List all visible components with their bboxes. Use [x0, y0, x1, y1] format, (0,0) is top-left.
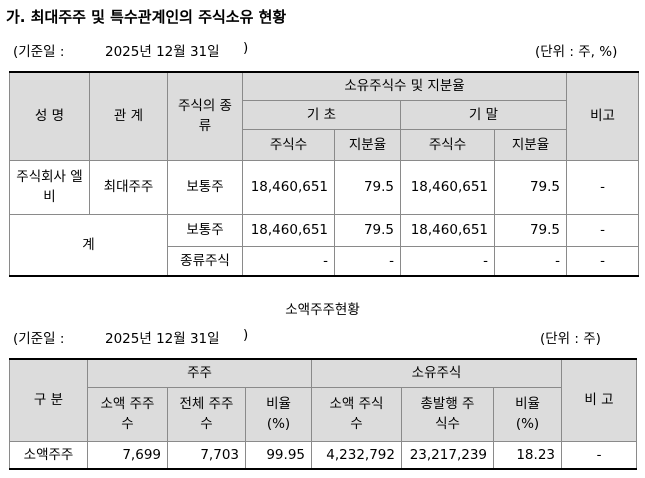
cell-note: - — [566, 159, 639, 215]
major-shareholder-table: 성 명 관 계 주식의 종류 소유주식수 및 지분율 비고 기 초 기 말 주식… — [9, 71, 639, 277]
cell-total-issued: 23,217,239 — [401, 440, 494, 470]
cell-total-label: 계 — [9, 213, 168, 277]
base-date-value: 2025년 12월 31일 — [105, 44, 220, 60]
header-minor-holders: 소액 주주수 — [87, 386, 168, 442]
cell-type: 보통주 — [167, 213, 243, 247]
cell-note: - — [561, 440, 637, 470]
cell-type: 종류주식 — [167, 245, 243, 277]
cell-note: - — [566, 213, 639, 247]
cell-start-ratio: - — [334, 245, 401, 277]
cell-shares-ratio: 18.23 — [493, 440, 562, 470]
header-minor-shares: 소액 주식수 — [311, 386, 402, 442]
header-holders: 주주 — [87, 358, 312, 388]
header-holders-ratio: 비율 (%) — [245, 386, 312, 442]
header-ownership: 소유주식수 및 지분율 — [242, 71, 567, 101]
header-name: 성 명 — [9, 71, 90, 161]
header-category: 구 분 — [9, 358, 88, 442]
cell-start-ratio: 79.5 — [334, 213, 401, 247]
cell-end-shares: - — [400, 245, 495, 277]
minor-shareholder-title: 소액주주현황 — [285, 302, 360, 318]
unit-label: (단위 : 주, %) — [535, 44, 618, 60]
section-title: 가. 최대주주 및 특수관계인의 주식소유 현황 — [6, 8, 287, 26]
table-row: 소액주주 7,699 7,703 99.95 4,232,792 23,217,… — [9, 440, 637, 470]
cell-start-ratio: 79.5 — [334, 159, 401, 215]
cell-note: - — [566, 245, 639, 277]
header-shares-ratio: 비율 (%) — [493, 386, 562, 442]
cell-end-ratio: 79.5 — [494, 213, 567, 247]
cell-category: 소액주주 — [9, 440, 88, 470]
header-relation: 관 계 — [89, 71, 168, 161]
cell-end-ratio: - — [494, 245, 567, 277]
header-note: 비 고 — [561, 358, 637, 442]
cell-minor-shares: 4,232,792 — [311, 440, 402, 470]
cell-relation: 최대주주 — [89, 159, 168, 215]
cell-name: 주식회사 엘비 — [9, 159, 90, 215]
base-date-value-2: 2025년 12월 31일 — [105, 331, 220, 347]
header-start: 기 초 — [242, 99, 401, 130]
table-row: 주식회사 엘비 최대주주 보통주 18,460,651 79.5 18,460,… — [9, 159, 639, 215]
header-end: 기 말 — [400, 99, 567, 130]
cell-end-shares: 18,460,651 — [400, 159, 495, 215]
cell-minor-holders: 7,699 — [87, 440, 168, 470]
header-total-holders: 전체 주주수 — [167, 386, 246, 442]
minor-shareholder-table: 구 분 주주 소유주식 비 고 소액 주주수 전체 주주수 비율 (%) 소액 … — [9, 358, 637, 470]
header-owned: 소유주식 — [311, 358, 562, 388]
header-start-ratio: 지분율 — [334, 128, 401, 161]
base-date-close: ) — [243, 40, 249, 56]
cell-total-holders: 7,703 — [167, 440, 246, 470]
header-end-shares: 주식수 — [400, 128, 495, 161]
header-total-issued: 총발행 주식수 — [401, 386, 494, 442]
cell-start-shares: 18,460,651 — [242, 213, 335, 247]
header-note: 비고 — [566, 71, 639, 161]
cell-type: 보통주 — [167, 159, 243, 215]
header-stock-type: 주식의 종류 — [167, 71, 243, 161]
cell-end-ratio: 79.5 — [494, 159, 567, 215]
table-row: 계 보통주 18,460,651 79.5 18,460,651 79.5 - — [9, 213, 639, 277]
unit-label-2: (단위 : 주) — [540, 331, 601, 347]
cell-holders-ratio: 99.95 — [245, 440, 312, 470]
cell-end-shares: 18,460,651 — [400, 213, 495, 247]
header-start-shares: 주식수 — [242, 128, 335, 161]
cell-start-shares: 18,460,651 — [242, 159, 335, 215]
table-row: 종류주식 - - - - - — [10, 245, 639, 277]
header-end-ratio: 지분율 — [494, 128, 567, 161]
cell-start-shares: - — [242, 245, 335, 277]
base-date-label-2: (기준일 : — [13, 331, 65, 347]
base-date-label: (기준일 : — [13, 44, 65, 60]
base-date-close-2: ) — [243, 327, 249, 343]
